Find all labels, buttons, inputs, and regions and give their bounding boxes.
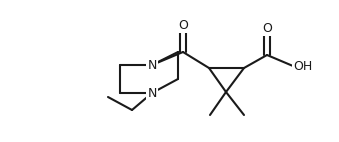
Text: O: O: [262, 21, 272, 35]
Text: OH: OH: [293, 59, 312, 73]
Text: O: O: [178, 18, 188, 32]
Text: N: N: [147, 86, 157, 100]
Text: N: N: [147, 59, 157, 72]
